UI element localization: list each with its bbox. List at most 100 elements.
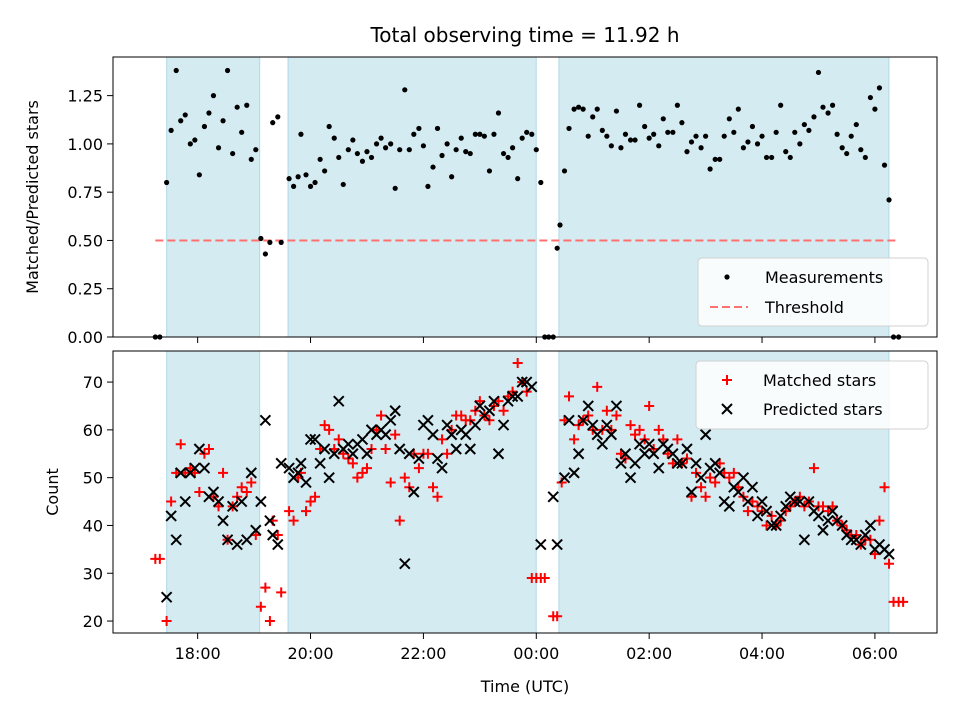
predicted-point-132 (794, 495, 806, 508)
top-point-45 (364, 149, 370, 155)
matched-point-60 (432, 491, 443, 502)
matched-point-45 (361, 463, 372, 474)
top-point-141 (811, 114, 817, 120)
top-y-tick-label-4: 1.00 (67, 135, 103, 154)
predicted-point-122 (746, 481, 759, 493)
x-tick-label-3: 00:00 (513, 644, 559, 663)
matched-point-43 (352, 472, 363, 483)
top-point-46 (368, 154, 375, 161)
matched-point-1 (154, 553, 165, 564)
top-point-2 (164, 179, 170, 186)
legend-matched-label: Matched stars (763, 371, 876, 390)
top-point-65 (458, 135, 464, 141)
predicted-point-71 (492, 448, 505, 460)
top-point-120 (712, 156, 718, 162)
predicted-point-32 (309, 433, 321, 446)
bottom-x-axis-label: Time (UTC) (480, 677, 569, 696)
matched-point-74 (498, 405, 509, 416)
top-point-128 (749, 123, 756, 130)
predicted-point-117 (723, 500, 736, 513)
matched-point-119 (710, 477, 721, 488)
predicted-point-3 (175, 467, 187, 479)
matched-point-37 (324, 424, 335, 435)
top-point-145 (829, 102, 836, 108)
top-point-68 (472, 131, 478, 137)
matched-point-103 (634, 424, 645, 435)
predicted-point-85 (572, 448, 585, 460)
bottom-x-axis: 18:00 20:00 22:00 00:00 02:00 04:00 06:00 (175, 633, 898, 663)
predicted-point-49 (389, 405, 401, 417)
top-point-157 (886, 197, 892, 203)
top-y-tick-label-5: 1.25 (67, 87, 103, 106)
bottom-legend: Matched stars Predicted stars (695, 360, 929, 430)
matched-point-9 (194, 487, 205, 497)
predicted-point-133 (798, 534, 811, 546)
predicted-point-33 (314, 457, 326, 470)
top-point-4 (173, 67, 179, 74)
top-point-155 (876, 85, 883, 91)
x-tick-label-1: 20:00 (287, 644, 333, 663)
top-point-5 (178, 118, 184, 124)
predicted-point-136 (812, 510, 825, 522)
predicted-point-69 (483, 405, 496, 417)
matched-point-53 (399, 472, 410, 483)
legend-measurements-label: Measurements (765, 268, 883, 287)
top-point-90 (571, 106, 577, 112)
matched-point-32 (301, 506, 312, 517)
predicted-point-53 (408, 486, 420, 498)
predicted-point-145 (855, 538, 867, 551)
top-point-107 (651, 131, 657, 137)
matched-point-65 (456, 410, 467, 421)
top-point-59 (430, 164, 436, 170)
predicted-point-111 (695, 471, 707, 484)
top-point-29 (291, 183, 297, 189)
predicted-point-28 (292, 467, 304, 479)
matched-point-108 (658, 434, 669, 445)
top-point-94 (590, 114, 596, 120)
top-y-tick-label-2: 0.50 (67, 231, 103, 250)
matched-point-153 (869, 549, 880, 560)
predicted-point-120 (737, 471, 750, 484)
top-point-69 (477, 131, 483, 137)
predicted-point-7 (193, 443, 206, 455)
top-point-156 (881, 162, 888, 168)
bot-y-tick-label-4: 60 (83, 421, 103, 440)
predicted-point-66 (469, 419, 482, 431)
top-y-axis-label: Matched/Predicted stars (23, 100, 42, 294)
matched-point-114 (686, 491, 697, 502)
top-point-41 (345, 147, 351, 153)
top-point-111 (670, 129, 676, 135)
predicted-point-101 (647, 448, 660, 460)
predicted-point-143 (845, 534, 857, 546)
top-point-136 (787, 154, 793, 161)
top-point-14 (220, 118, 226, 124)
predicted-point-29 (295, 457, 307, 470)
top-y-axis: 0.00 0.25 0.50 0.75 1.00 1.25 (67, 87, 113, 347)
top-point-79 (524, 129, 530, 135)
bottom-legend-box (695, 360, 929, 430)
x-tick-label-5: 04:00 (739, 644, 785, 663)
predicted-point-47 (379, 428, 392, 441)
top-point-39 (336, 154, 342, 161)
predicted-point-15 (231, 538, 243, 551)
predicted-point-134 (803, 495, 815, 508)
matched-point-36 (319, 420, 330, 431)
top-point-78 (519, 135, 525, 141)
top-point-23 (262, 251, 268, 257)
matched-point-13 (213, 501, 224, 512)
top-point-35 (317, 156, 323, 162)
matched-point-23 (260, 582, 271, 593)
predicted-point-2 (170, 534, 182, 546)
predicted-point-62 (450, 443, 462, 455)
predicted-point-105 (667, 448, 679, 460)
top-legend-box (697, 257, 929, 327)
top-point-125 (735, 106, 741, 112)
top-x-ticks (197, 337, 876, 343)
bottom-y-axis: 20 30 40 50 60 70 (83, 373, 113, 631)
matched-point-85 (552, 611, 563, 622)
predicted-point-56 (422, 414, 434, 427)
top-point-15 (224, 67, 231, 74)
predicted-point-50 (393, 443, 406, 455)
predicted-point-0 (160, 591, 173, 603)
